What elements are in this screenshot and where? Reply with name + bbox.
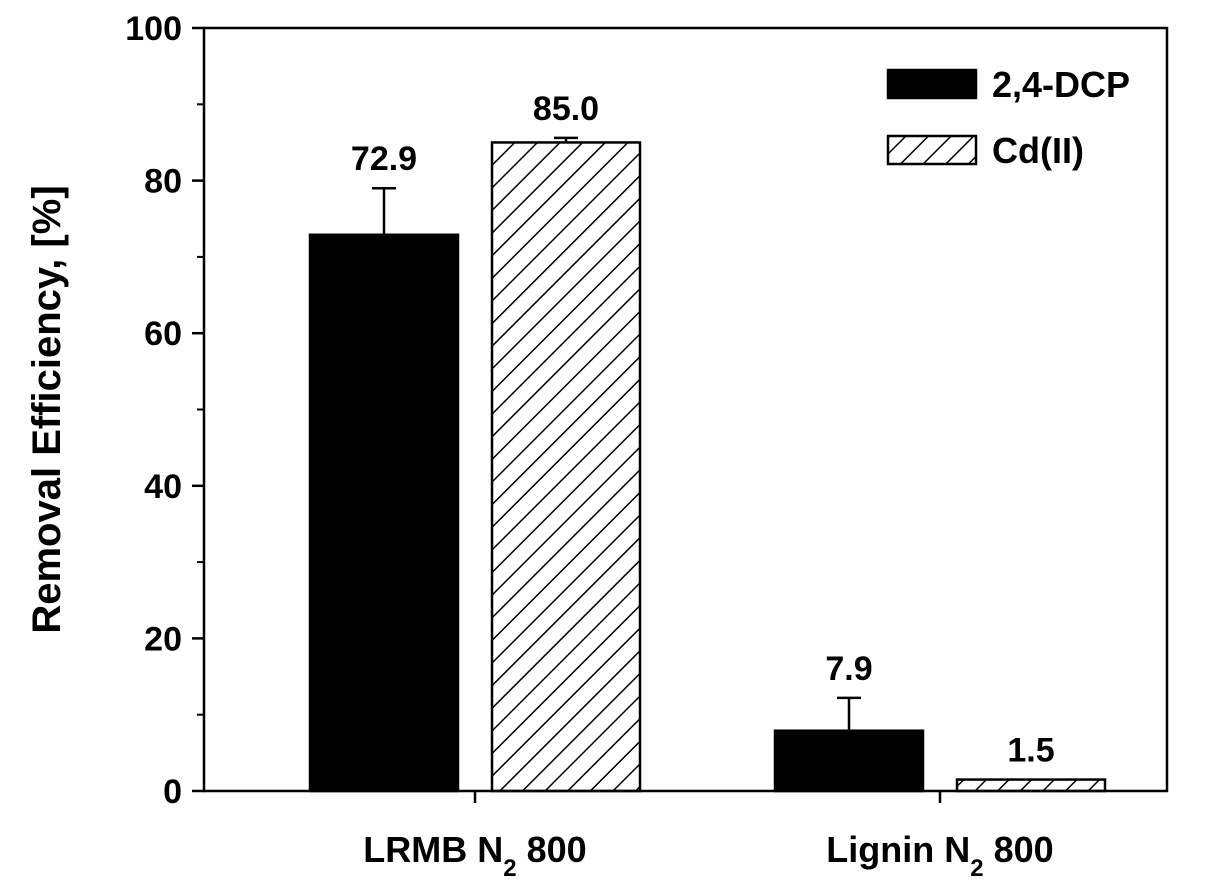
x-category-label: Lignin N2 800 <box>826 829 1053 882</box>
data-label: 7.9 <box>825 650 872 688</box>
legend-label: 2,4-DCP <box>992 64 1130 105</box>
y-tick-label: 100 <box>125 10 182 48</box>
y-axis-title: Removal Efficiency, [%] <box>25 185 69 633</box>
y-tick-label: 40 <box>144 468 182 506</box>
axes-layer: 0 20 40 60 80 100 Removal Efficiency, [%] LRMB … <box>25 10 1169 882</box>
data-label: 85.0 <box>533 90 599 128</box>
legend-label: Cd(II) <box>992 130 1084 171</box>
y-tick-label: 0 <box>163 773 182 811</box>
bar <box>955 778 1107 793</box>
x-category-label: LRMB N2 800 <box>363 829 586 882</box>
data-label: 72.9 <box>351 140 417 178</box>
y-tick-label: 60 <box>144 315 182 353</box>
legend: 2,4-DCP Cd(II) <box>886 64 1130 171</box>
y-tick-label: 80 <box>144 163 182 201</box>
legend-swatch <box>886 68 978 100</box>
bar <box>308 233 460 793</box>
bar <box>773 729 925 793</box>
legend-swatch <box>886 134 978 166</box>
bars-layer <box>308 136 1107 793</box>
data-label: 1.5 <box>1007 732 1054 770</box>
bar <box>490 141 642 793</box>
y-tick-label: 20 <box>144 620 182 658</box>
labels-layer: 72.9 7.9 85.0 1.5 <box>351 90 1055 770</box>
